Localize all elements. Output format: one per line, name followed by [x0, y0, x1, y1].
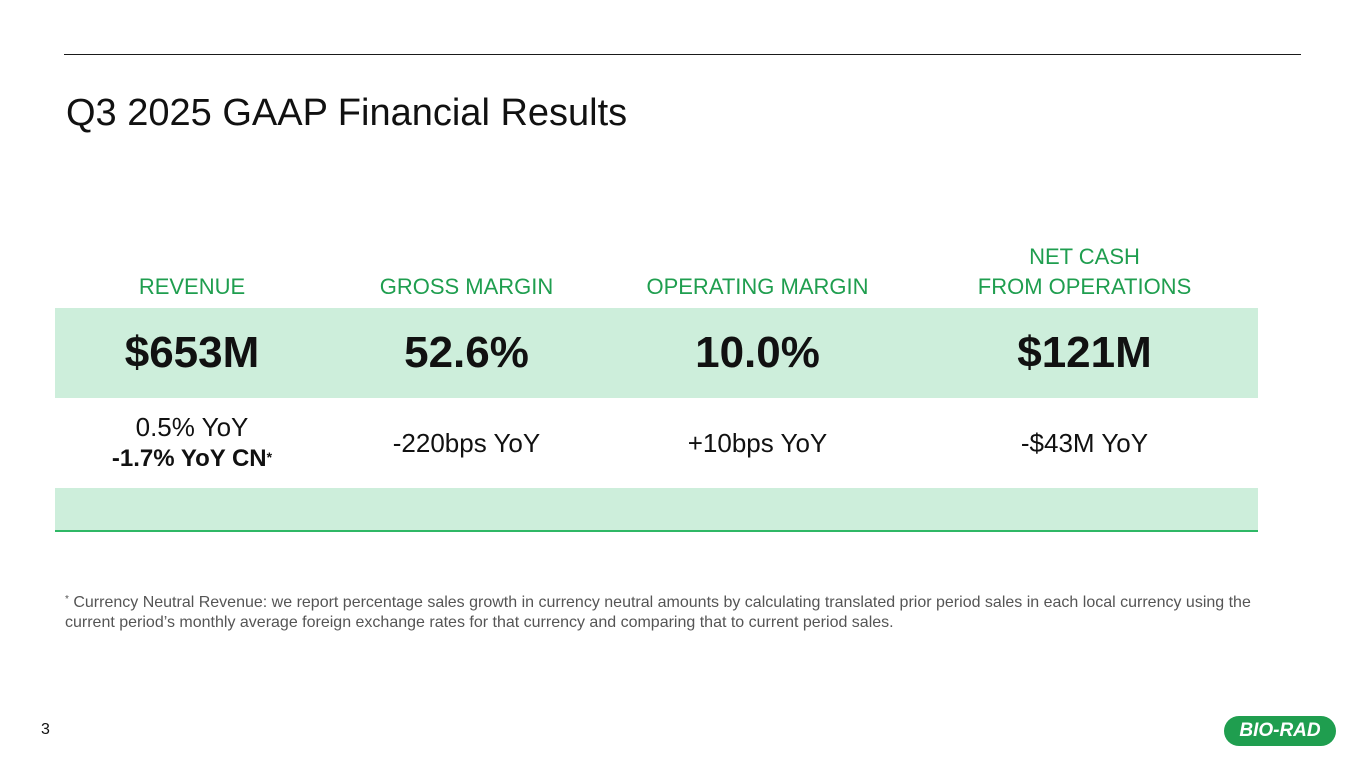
net-cash-label-line1: NET CASH: [1029, 244, 1140, 269]
metrics-change-row: 0.5% YoY -1.7% YoY CN* -220bps YoY +10bp…: [55, 398, 1258, 488]
value-cell-revenue: $653M: [55, 308, 329, 398]
footnote: * Currency Neutral Revenue: we report pe…: [65, 593, 1285, 633]
gross-margin-change: -220bps YoY: [392, 428, 541, 458]
change-cell-revenue: 0.5% YoY -1.7% YoY CN*: [55, 398, 329, 488]
bio-rad-logo-text: BIO-RAD: [1239, 720, 1321, 741]
operating-margin-value: 10.0%: [695, 328, 820, 377]
revenue-change-footnote-marker: *: [266, 449, 273, 465]
value-cell-gross-margin: 52.6%: [329, 308, 604, 398]
footnote-marker: *: [65, 594, 69, 605]
revenue-change-yoy: 0.5% YoY: [135, 412, 249, 442]
bio-rad-logo: BIO-RAD: [1224, 716, 1336, 746]
net-cash-label-line2: FROM OPERATIONS: [977, 274, 1192, 299]
header-cell-gross-margin: GROSS MARGIN: [329, 236, 604, 308]
change-cell-operating-margin: +10bps YoY: [604, 398, 911, 488]
value-cell-net-cash: $121M: [911, 308, 1258, 398]
footnote-text: Currency Neutral Revenue: we report perc…: [65, 594, 1251, 631]
operating-margin-label: OPERATING MARGIN: [646, 274, 869, 299]
revenue-change-cn-text: -1.7% YoY CN: [111, 445, 267, 472]
change-cell-gross-margin: -220bps YoY: [329, 398, 604, 488]
revenue-change-cn: -1.7% YoY CN*: [112, 443, 272, 475]
gross-margin-value: 52.6%: [404, 328, 529, 377]
top-divider: [64, 54, 1301, 55]
revenue-change-stack: 0.5% YoY -1.7% YoY CN*: [112, 411, 272, 475]
operating-margin-change: +10bps YoY: [687, 428, 828, 458]
revenue-value: $653M: [124, 328, 260, 377]
header-cell-operating-margin: OPERATING MARGIN: [604, 236, 911, 308]
net-cash-change: -$43M YoY: [1020, 428, 1149, 458]
page-number: 3: [41, 721, 50, 738]
net-cash-label-stack: NET CASH FROM OPERATIONS: [978, 242, 1192, 302]
header-cell-revenue: REVENUE: [55, 236, 329, 308]
metrics-empty-band: [55, 488, 1258, 532]
header-cell-net-cash: NET CASH FROM OPERATIONS: [911, 236, 1258, 308]
net-cash-value: $121M: [1017, 328, 1152, 377]
metrics-value-row: $653M 52.6% 10.0% $121M: [55, 308, 1258, 398]
gross-margin-label: GROSS MARGIN: [379, 274, 554, 299]
change-cell-net-cash: -$43M YoY: [911, 398, 1258, 488]
slide-title: Q3 2025 GAAP Financial Results: [66, 92, 628, 134]
metrics-table: REVENUE GROSS MARGIN OPERATING MARGIN NE…: [55, 236, 1258, 532]
metrics-header-row: REVENUE GROSS MARGIN OPERATING MARGIN NE…: [55, 236, 1258, 308]
value-cell-operating-margin: 10.0%: [604, 308, 911, 398]
revenue-label: REVENUE: [138, 274, 246, 299]
